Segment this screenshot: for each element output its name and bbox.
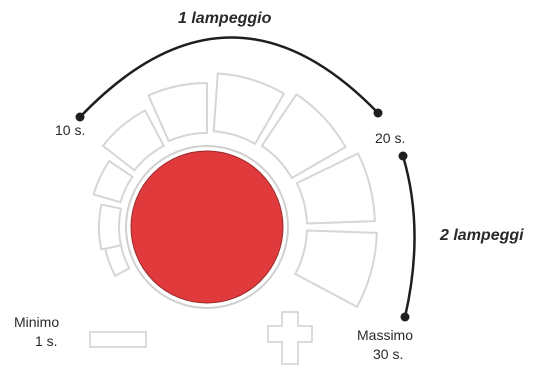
label-massimo: Massimo [357, 327, 414, 343]
label-minimo-value: 1 s. [35, 333, 58, 349]
label-20s: 20 s. [375, 130, 406, 146]
label-minimo: Minimo [14, 314, 60, 330]
arc-1-lampeggio [79, 36, 379, 118]
dial-segment-4 [101, 109, 165, 172]
arc-2-lampeggi [401, 155, 416, 318]
minus-icon[interactable] [89, 331, 147, 348]
dial-segment-3 [92, 160, 134, 204]
label-massimo-value: 30 s. [373, 346, 404, 362]
arc-dot-20s [373, 108, 383, 118]
dial-segment-2 [98, 203, 122, 251]
knob-button[interactable] [130, 150, 284, 304]
dial-segment-5 [147, 82, 208, 143]
dial-segment-9 [294, 229, 378, 308]
dial-segment-6 [212, 72, 285, 145]
arc-dot-20s-b [398, 151, 408, 161]
arc-dot-30s [400, 312, 410, 322]
label-1-lampeggio: 1 lampeggio [178, 10, 272, 27]
arc-dot-10s [75, 112, 85, 122]
dial-segment-7 [260, 93, 347, 179]
plus-icon[interactable] [267, 311, 313, 365]
label-2-lampeggi: 2 lampeggi [440, 227, 524, 244]
dial-segment-1 [104, 244, 131, 277]
dial-segment-8 [295, 152, 376, 225]
label-10s: 10 s. [55, 122, 86, 138]
dial-segments [92, 72, 378, 308]
